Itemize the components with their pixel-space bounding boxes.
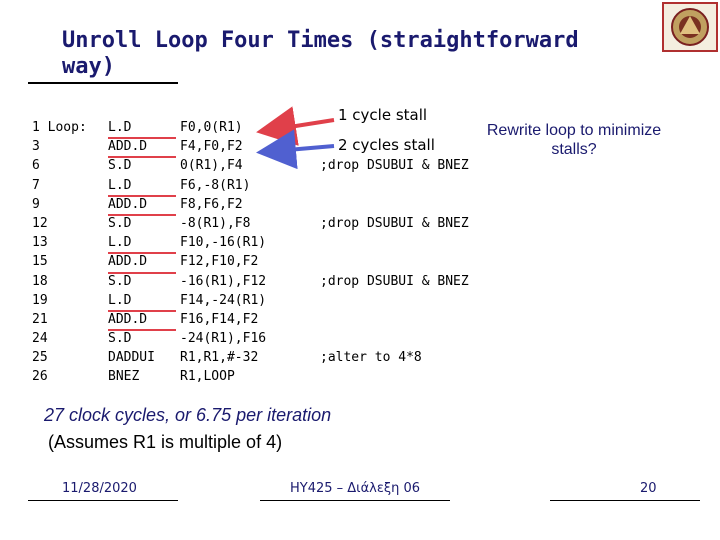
operands: F8,F6,F2 — [180, 196, 243, 212]
line-number: 1 Loop: — [32, 120, 87, 135]
line-number: 13 — [32, 235, 48, 251]
stall-underline — [108, 213, 176, 216]
summary-line-2: (Assumes R1 is multiple of 4) — [48, 432, 283, 452]
line-number: 9 — [32, 196, 40, 212]
operands: F10,-16(R1) — [180, 235, 267, 251]
operands: -16(R1),F12 — [180, 273, 267, 289]
footer-divider — [550, 500, 700, 501]
opcode: L.D — [108, 120, 132, 135]
operands: F16,F14,F2 — [180, 311, 259, 327]
footer-course: HY425 – Διάλεξη 06 — [290, 481, 421, 496]
opcode: DADDUI — [108, 350, 155, 366]
stall-underline — [108, 252, 176, 255]
opcode: ADD.D — [108, 139, 148, 155]
stall-underline — [108, 156, 176, 159]
line-number: 7 — [32, 177, 40, 193]
comment: ;drop DSUBUI & BNEZ — [320, 158, 469, 174]
slide-title: Unroll Loop Four Times (straightforward … — [62, 28, 579, 79]
comment: ;drop DSUBUI & BNEZ — [320, 273, 469, 289]
footer-date: 11/28/2020 — [62, 481, 137, 496]
opcode: ADD.D — [108, 254, 148, 270]
stall-underline — [108, 194, 176, 197]
line-number: 19 — [32, 292, 48, 308]
operands: F4,F0,F2 — [180, 139, 243, 155]
line-number: 18 — [32, 273, 48, 289]
opcode: S.D — [108, 158, 132, 174]
operands: -8(R1),F8 — [180, 215, 251, 231]
line-number: 12 — [32, 215, 48, 231]
stall-underline — [108, 309, 176, 312]
opcode: S.D — [108, 273, 132, 289]
university-seal-icon — [662, 2, 718, 52]
opcode: ADD.D — [108, 196, 148, 212]
comment: ;alter to 4*8 — [320, 350, 422, 366]
rewrite-note: Rewrite loop to minimize stalls? — [486, 122, 662, 158]
opcode: L.D — [108, 177, 132, 193]
line-number: 26 — [32, 369, 48, 385]
footer-divider — [28, 500, 178, 501]
line-number: 21 — [32, 311, 48, 327]
summary-line-1: 27 clock cycles, or 6.75 per iteration — [44, 405, 332, 425]
stall-underline — [108, 137, 176, 140]
opcode: L.D — [108, 292, 132, 308]
line-number: 24 — [32, 331, 48, 347]
operands: -24(R1),F16 — [180, 331, 267, 347]
operands: R1,LOOP — [180, 369, 235, 385]
stall-annotation-2: 2 cycles stall — [338, 136, 435, 154]
operands: F0,0(R1) — [180, 120, 243, 135]
stall-arrow-red — [256, 106, 335, 146]
operands: F14,-24(R1) — [180, 292, 267, 308]
operands: F6,-8(R1) — [180, 177, 251, 193]
operands: R1,R1,#-32 — [180, 350, 259, 366]
line-number: 15 — [32, 254, 48, 270]
title-divider — [28, 82, 178, 84]
line-number: 25 — [32, 350, 48, 366]
line-number: 6 — [32, 158, 40, 174]
stall-underline — [108, 271, 176, 274]
stall-underline — [108, 329, 176, 332]
opcode: ADD.D — [108, 311, 148, 327]
opcode: S.D — [108, 215, 132, 231]
stall-annotation-1: 1 cycle stall — [338, 106, 428, 124]
opcode: BNEZ — [108, 369, 140, 385]
opcode: L.D — [108, 235, 132, 251]
operands: 0(R1),F4 — [180, 158, 243, 174]
footer-divider — [260, 500, 450, 501]
opcode: S.D — [108, 331, 132, 347]
operands: F12,F10,F2 — [180, 254, 259, 270]
stall-arrow-blue — [256, 129, 335, 170]
comment: ;drop DSUBUI & BNEZ — [320, 215, 469, 231]
footer-page-number: 20 — [640, 481, 657, 496]
line-number: 3 — [32, 139, 40, 155]
